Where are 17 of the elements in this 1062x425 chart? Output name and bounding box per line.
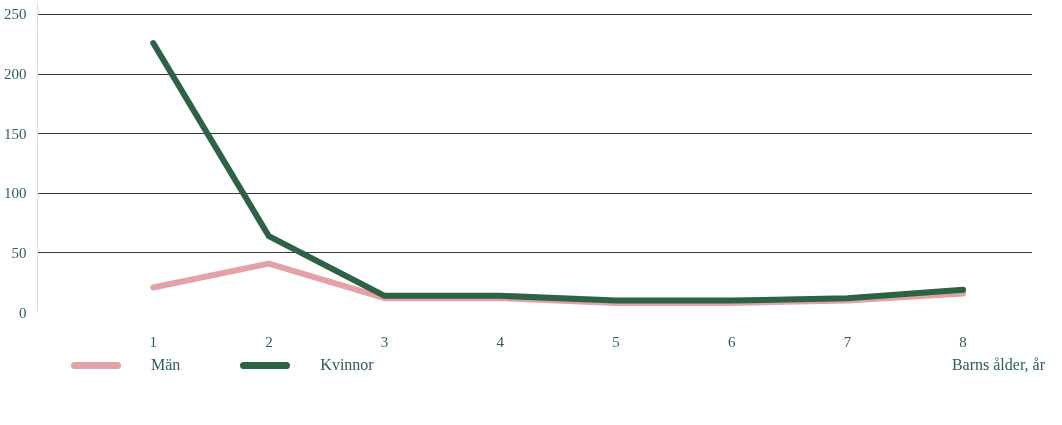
x-tick-label: 7 <box>843 333 852 350</box>
x-tick-label: 2 <box>265 333 273 350</box>
legend-label: Kvinnor <box>320 355 374 375</box>
x-axis-title: Barns ålder, år <box>951 356 1045 373</box>
x-tick-label: 1 <box>149 333 157 350</box>
x-tick-label: 5 <box>612 333 620 350</box>
x-tick-label: 3 <box>380 333 389 350</box>
x-tick-label: 6 <box>727 333 736 350</box>
legend-label: Män <box>151 355 181 375</box>
y-tick-label: 50 <box>11 244 27 261</box>
y-tick-label: 150 <box>4 125 27 142</box>
x-tick-label: 4 <box>496 333 505 350</box>
y-tick-label: 0 <box>19 304 27 321</box>
x-tick-label: 8 <box>959 333 967 350</box>
y-tick-label: 100 <box>4 185 27 202</box>
y-tick-label: 250 <box>4 6 27 23</box>
y-tick-label: 200 <box>4 66 27 83</box>
